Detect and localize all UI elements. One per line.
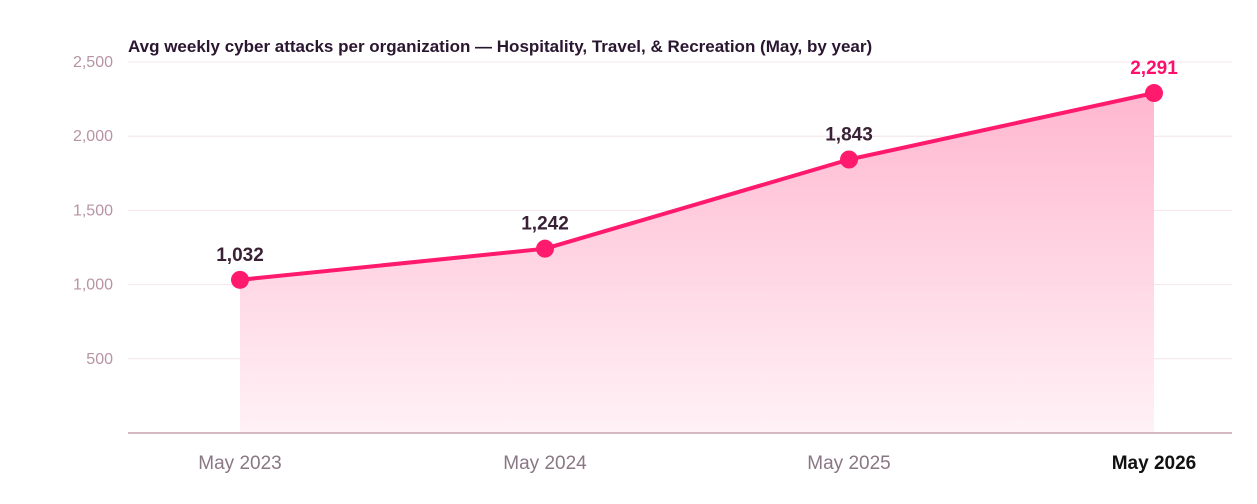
y-tick-label: 1,000 bbox=[73, 277, 113, 294]
x-tick-label: May 2025 bbox=[807, 453, 890, 474]
data-label: 1,242 bbox=[521, 214, 569, 235]
data-label: 1,032 bbox=[216, 245, 264, 266]
area-fill bbox=[240, 93, 1154, 434]
data-point[interactable] bbox=[536, 239, 554, 258]
data-label: 1,843 bbox=[825, 124, 873, 145]
series-line bbox=[238, 91, 1156, 282]
y-tick-label: 500 bbox=[86, 351, 113, 368]
chart-title: Avg weekly cyber attacks per organizatio… bbox=[128, 37, 872, 56]
x-tick-label: May 2023 bbox=[198, 453, 281, 474]
y-tick-label: 2,000 bbox=[73, 128, 113, 145]
x-tick-label: May 2026 bbox=[1112, 453, 1197, 474]
data-point[interactable] bbox=[840, 150, 858, 169]
data-point[interactable] bbox=[231, 270, 249, 289]
x-tick-label: May 2024 bbox=[503, 453, 587, 474]
data-point[interactable] bbox=[1145, 84, 1163, 103]
y-tick-label: 2,500 bbox=[73, 54, 113, 71]
data-label: 2,291 bbox=[1130, 58, 1178, 79]
y-tick-label: 1,500 bbox=[73, 202, 113, 219]
